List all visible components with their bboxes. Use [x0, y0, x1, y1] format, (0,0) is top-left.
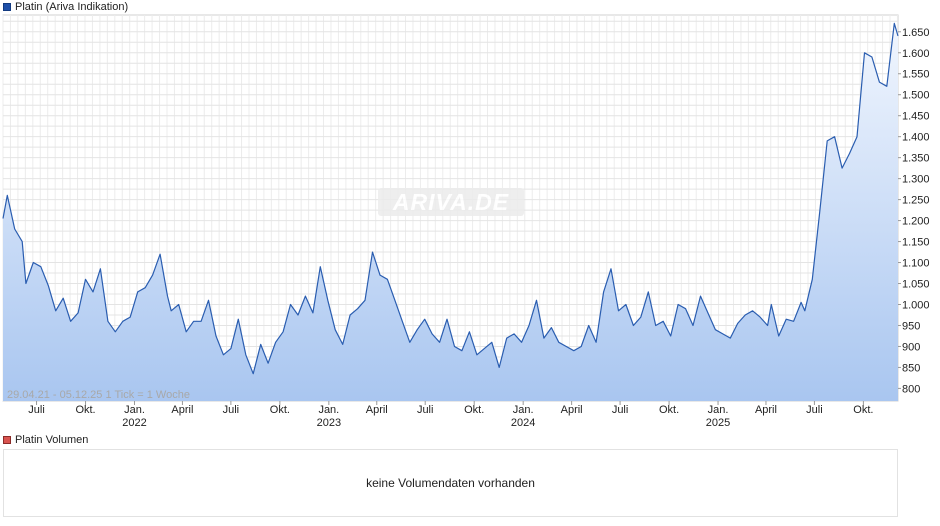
y-tick-label: 1.050 — [902, 279, 930, 291]
volume-legend: Platin Volumen — [3, 433, 88, 447]
price-legend-label: Platin (Ariva Indikation) — [15, 1, 129, 13]
x-tick-label: Jan. — [513, 404, 534, 416]
y-tick-label: 1.150 — [902, 237, 930, 249]
x-tick-label: Jan. — [124, 404, 145, 416]
x-tick-year-label: 2024 — [511, 417, 535, 429]
volume-legend-label: Platin Volumen — [15, 434, 89, 446]
x-tick-label: Okt. — [659, 404, 679, 416]
x-tick-label: Okt. — [270, 404, 290, 416]
volume-empty-message: keine Volumendaten vorhanden — [366, 476, 535, 490]
y-tick-label: 900 — [902, 341, 920, 353]
price-legend-swatch — [3, 3, 11, 11]
x-tick-label: Juli — [28, 404, 45, 416]
y-tick-label: 1.400 — [902, 132, 930, 144]
x-tick-label: Juli — [417, 404, 434, 416]
y-tick-label: 1.500 — [902, 90, 930, 102]
x-tick-label: April — [755, 404, 777, 416]
price-chart: 800 850 900 950 1.000 1.050 1.100 1.150 1.200 1.2… — [2, 14, 930, 429]
x-tick-year-label: 2023 — [317, 417, 341, 429]
y-tick-label: 1.350 — [902, 153, 930, 165]
x-tick-label: Juli — [806, 404, 823, 416]
y-tick-label: 1.200 — [902, 216, 930, 228]
x-tick-year-label: 2022 — [122, 417, 146, 429]
price-line — [2, 22, 899, 375]
x-tick-label: Jan. — [318, 404, 339, 416]
y-tick-label: 1.300 — [902, 174, 930, 186]
y-tick-label: 1.100 — [902, 258, 930, 270]
price-legend: Platin (Ariva Indikation) — [3, 0, 128, 14]
y-tick-label: 1.600 — [902, 48, 930, 60]
y-tick-label: 1.250 — [902, 195, 930, 207]
x-tick-label: April — [561, 404, 583, 416]
x-tick-label: Juli — [612, 404, 629, 416]
x-tick-label: Okt. — [853, 404, 873, 416]
y-tick-label: 950 — [902, 320, 920, 332]
volume-panel: keine Volumendaten vorhanden — [3, 449, 898, 517]
price-area — [3, 23, 898, 402]
x-tick-label: Okt. — [464, 404, 484, 416]
y-tick-label: 1.450 — [902, 111, 930, 123]
x-tick-label: Okt. — [75, 404, 95, 416]
y-tick-label: 800 — [902, 383, 920, 395]
y-tick-label: 1.550 — [902, 69, 930, 81]
x-tick-label: Juli — [223, 404, 240, 416]
date-range-note: 29.04.21 - 05.12.25 1 Tick = 1 Woche — [7, 389, 190, 401]
x-tick-year-label: 2025 — [706, 417, 730, 429]
x-tick-label: April — [171, 404, 193, 416]
volume-legend-swatch — [3, 436, 11, 444]
y-tick-label: 850 — [902, 362, 920, 374]
x-tick-label: April — [366, 404, 388, 416]
y-tick-label: 1.650 — [902, 27, 930, 39]
ariva-watermark: ARIVA.DE — [378, 188, 524, 216]
x-tick-label: Jan. — [708, 404, 729, 416]
y-tick-label: 1.000 — [902, 300, 930, 312]
